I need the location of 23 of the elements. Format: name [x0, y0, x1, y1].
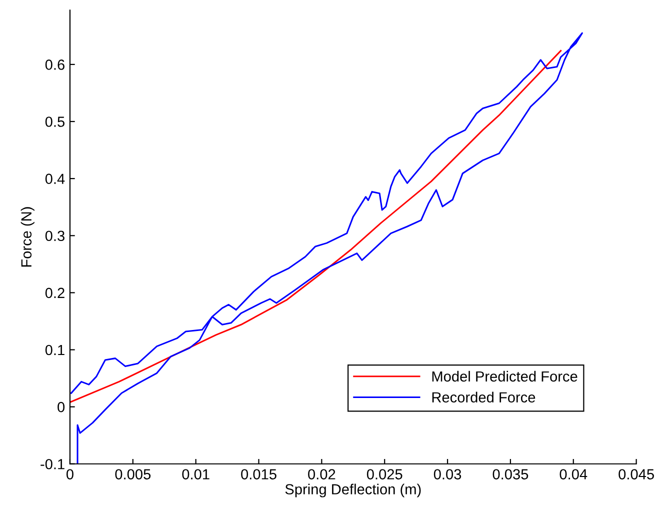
y-tick-label: 0: [58, 402, 65, 412]
y-tick-label: 0.1: [45, 344, 64, 356]
x-tick-label: 0.01: [182, 469, 210, 480]
line-series: [70, 32, 583, 464]
legend-label: Model Predicted Force: [432, 370, 578, 382]
x-tick-label: 0.015: [241, 469, 276, 480]
y-tick-label: 0.2: [45, 288, 64, 298]
y-tick-label: 0.6: [45, 60, 64, 70]
x-tick-label: 0.005: [115, 469, 151, 480]
x-tick-label: 0.03: [434, 469, 462, 480]
x-axis-title: Spring Deflection (m): [285, 484, 421, 498]
y-axis-title: Force (N): [20, 207, 34, 267]
legend-label: Recorded Force: [432, 392, 536, 402]
x-tick-label: 0.035: [492, 469, 528, 480]
x-tick-label: 0.045: [618, 469, 654, 480]
y-tick-label: -0.1: [40, 458, 64, 470]
y-tick-label: 0.4: [45, 174, 65, 184]
x-tick-label: 0.04: [560, 469, 588, 480]
x-tick-label: 0.025: [366, 469, 402, 480]
y-tick-label: 0.5: [45, 116, 64, 127]
x-tick-label: 0.02: [308, 469, 336, 480]
y-tick-label: 0.3: [45, 230, 64, 242]
x-tick-label: 0: [66, 469, 74, 480]
